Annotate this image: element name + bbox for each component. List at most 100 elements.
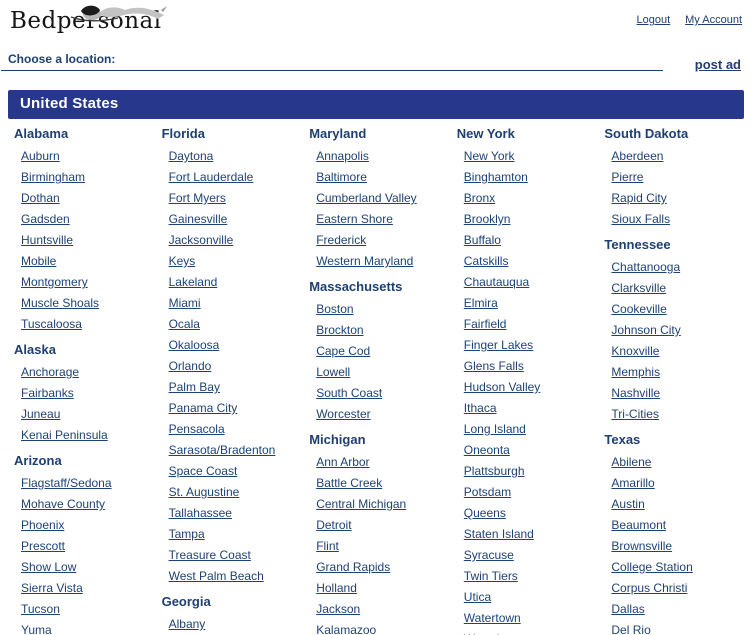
city-link-hudson-valley[interactable]: Hudson Valley [463,380,541,394]
city-link-watertown[interactable]: Watertown [463,611,521,625]
logout-link[interactable]: Logout [636,14,671,26]
city-link-grand-rapids[interactable]: Grand Rapids [316,560,391,574]
city-link-amarillo[interactable]: Amarillo [611,476,655,490]
city-link-long-island[interactable]: Long Island [463,422,526,436]
city-link-holland[interactable]: Holland [316,581,357,595]
city-link-birmingham[interactable]: Birmingham [21,170,86,184]
city-link-panama-city[interactable]: Panama City [168,401,238,415]
city-link-glens-falls[interactable]: Glens Falls [463,359,524,373]
city-link-show-low[interactable]: Show Low [21,560,77,574]
city-link-ocala[interactable]: Ocala [168,317,200,331]
city-link-albany[interactable]: Albany [168,617,206,631]
city-link-boston[interactable]: Boston [316,302,354,316]
city-link-potsdam[interactable]: Potsdam [463,485,512,499]
city-link-bronx[interactable]: Bronx [463,191,496,205]
city-link-annapolis[interactable]: Annapolis [316,149,369,163]
city-link-baltimore[interactable]: Baltimore [316,170,367,184]
city-link-dallas[interactable]: Dallas [611,602,645,616]
city-link-sioux-falls[interactable]: Sioux Falls [611,212,671,226]
city-link-flint[interactable]: Flint [316,539,339,553]
city-link-tuscaloosa[interactable]: Tuscaloosa [21,317,82,331]
site-logo[interactable]: Bedpersonal [10,5,167,35]
city-link-chattanooga[interactable]: Chattanooga [611,260,681,274]
city-link-tampa[interactable]: Tampa [168,527,205,541]
city-link-brooklyn[interactable]: Brooklyn [463,212,511,226]
city-link-abilene[interactable]: Abilene [611,455,652,469]
city-link-corpus-christi[interactable]: Corpus Christi [611,581,688,595]
city-link-orlando[interactable]: Orlando [168,359,212,373]
city-link-finger-lakes[interactable]: Finger Lakes [463,338,534,352]
city-link-detroit[interactable]: Detroit [316,518,352,532]
city-link-treasure-coast[interactable]: Treasure Coast [168,548,251,562]
city-link-tri-cities[interactable]: Tri-Cities [611,407,659,421]
city-link-westchester[interactable]: Westchester [457,633,597,635]
city-link-anchorage[interactable]: Anchorage [21,365,80,379]
city-link-brownsville[interactable]: Brownsville [611,539,673,553]
city-link-plattsburgh[interactable]: Plattsburgh [463,464,525,478]
my-account-link[interactable]: My Account [685,14,742,26]
city-link-beaumont[interactable]: Beaumont [611,518,667,532]
city-link-muscle-shoals[interactable]: Muscle Shoals [21,296,100,310]
city-link-jackson[interactable]: Jackson [316,602,361,616]
city-link-buffalo[interactable]: Buffalo [463,233,501,247]
city-link-daytona[interactable]: Daytona [168,149,214,163]
city-link-tallahassee[interactable]: Tallahassee [168,506,232,520]
city-link-rapid-city[interactable]: Rapid City [611,191,667,205]
city-link-miami[interactable]: Miami [168,296,201,310]
city-link-keys[interactable]: Keys [168,254,196,268]
city-link-sierra-vista[interactable]: Sierra Vista [21,581,83,595]
city-link-palm-bay[interactable]: Palm Bay [168,380,220,394]
city-link-twin-tiers[interactable]: Twin Tiers [463,569,518,583]
city-link-lakeland[interactable]: Lakeland [168,275,218,289]
city-link-cumberland-valley[interactable]: Cumberland Valley [316,191,417,205]
city-link-gainesville[interactable]: Gainesville [168,212,228,226]
city-link-south-coast[interactable]: South Coast [316,386,383,400]
city-link-worcester[interactable]: Worcester [316,407,371,421]
city-link-flagstaff-sedona[interactable]: Flagstaff/Sedona [21,476,112,490]
city-link-aberdeen[interactable]: Aberdeen [611,149,664,163]
city-link-pensacola[interactable]: Pensacola [168,422,225,436]
city-link-cookeville[interactable]: Cookeville [611,302,667,316]
city-link-frederick[interactable]: Frederick [316,233,367,247]
city-link-fairfield[interactable]: Fairfield [463,317,507,331]
city-link-brockton[interactable]: Brockton [316,323,364,337]
city-link-phoenix[interactable]: Phoenix [21,518,65,532]
city-link-fairbanks[interactable]: Fairbanks [21,386,74,400]
city-link-syracuse[interactable]: Syracuse [463,548,514,562]
city-link-chautauqua[interactable]: Chautauqua [463,275,530,289]
city-link-yuma[interactable]: Yuma [21,623,52,635]
city-link-st-augustine[interactable]: St. Augustine [168,485,240,499]
city-link-central-michigan[interactable]: Central Michigan [316,497,407,511]
city-link-queens[interactable]: Queens [463,506,506,520]
city-link-prescott[interactable]: Prescott [21,539,66,553]
city-link-binghamton[interactable]: Binghamton [463,170,528,184]
city-link-okaloosa[interactable]: Okaloosa [168,338,220,352]
post-ad-link[interactable]: post ad [694,57,741,72]
city-link-tucson[interactable]: Tucson [21,602,60,616]
city-link-staten-island[interactable]: Staten Island [463,527,534,541]
city-link-gadsden[interactable]: Gadsden [21,212,70,226]
city-link-ann-arbor[interactable]: Ann Arbor [316,455,370,469]
city-link-memphis[interactable]: Memphis [611,365,661,379]
city-link-space-coast[interactable]: Space Coast [168,464,238,478]
city-link-mobile[interactable]: Mobile [21,254,57,268]
city-link-catskills[interactable]: Catskills [463,254,509,268]
city-link-pierre[interactable]: Pierre [611,170,644,184]
city-link-west-palm-beach[interactable]: West Palm Beach [168,569,264,583]
city-link-fort-lauderdale[interactable]: Fort Lauderdale [168,170,254,184]
city-link-knoxville[interactable]: Knoxville [611,344,660,358]
city-link-montgomery[interactable]: Montgomery [21,275,88,289]
city-link-new-york[interactable]: New York [463,149,515,163]
city-link-del-rio[interactable]: Del Rio [611,623,651,635]
city-link-austin[interactable]: Austin [611,497,645,511]
city-link-elmira[interactable]: Elmira [463,296,498,310]
city-link-nashville[interactable]: Nashville [611,386,661,400]
city-link-auburn[interactable]: Auburn [21,149,60,163]
city-link-kenai-peninsula[interactable]: Kenai Peninsula [21,428,108,442]
city-link-oneonta[interactable]: Oneonta [463,443,510,457]
city-link-kalamazoo[interactable]: Kalamazoo [316,623,377,635]
city-link-fort-myers[interactable]: Fort Myers [168,191,226,205]
city-link-huntsville[interactable]: Huntsville [21,233,74,247]
city-link-juneau[interactable]: Juneau [21,407,61,421]
city-link-mohave-county[interactable]: Mohave County [21,497,106,511]
